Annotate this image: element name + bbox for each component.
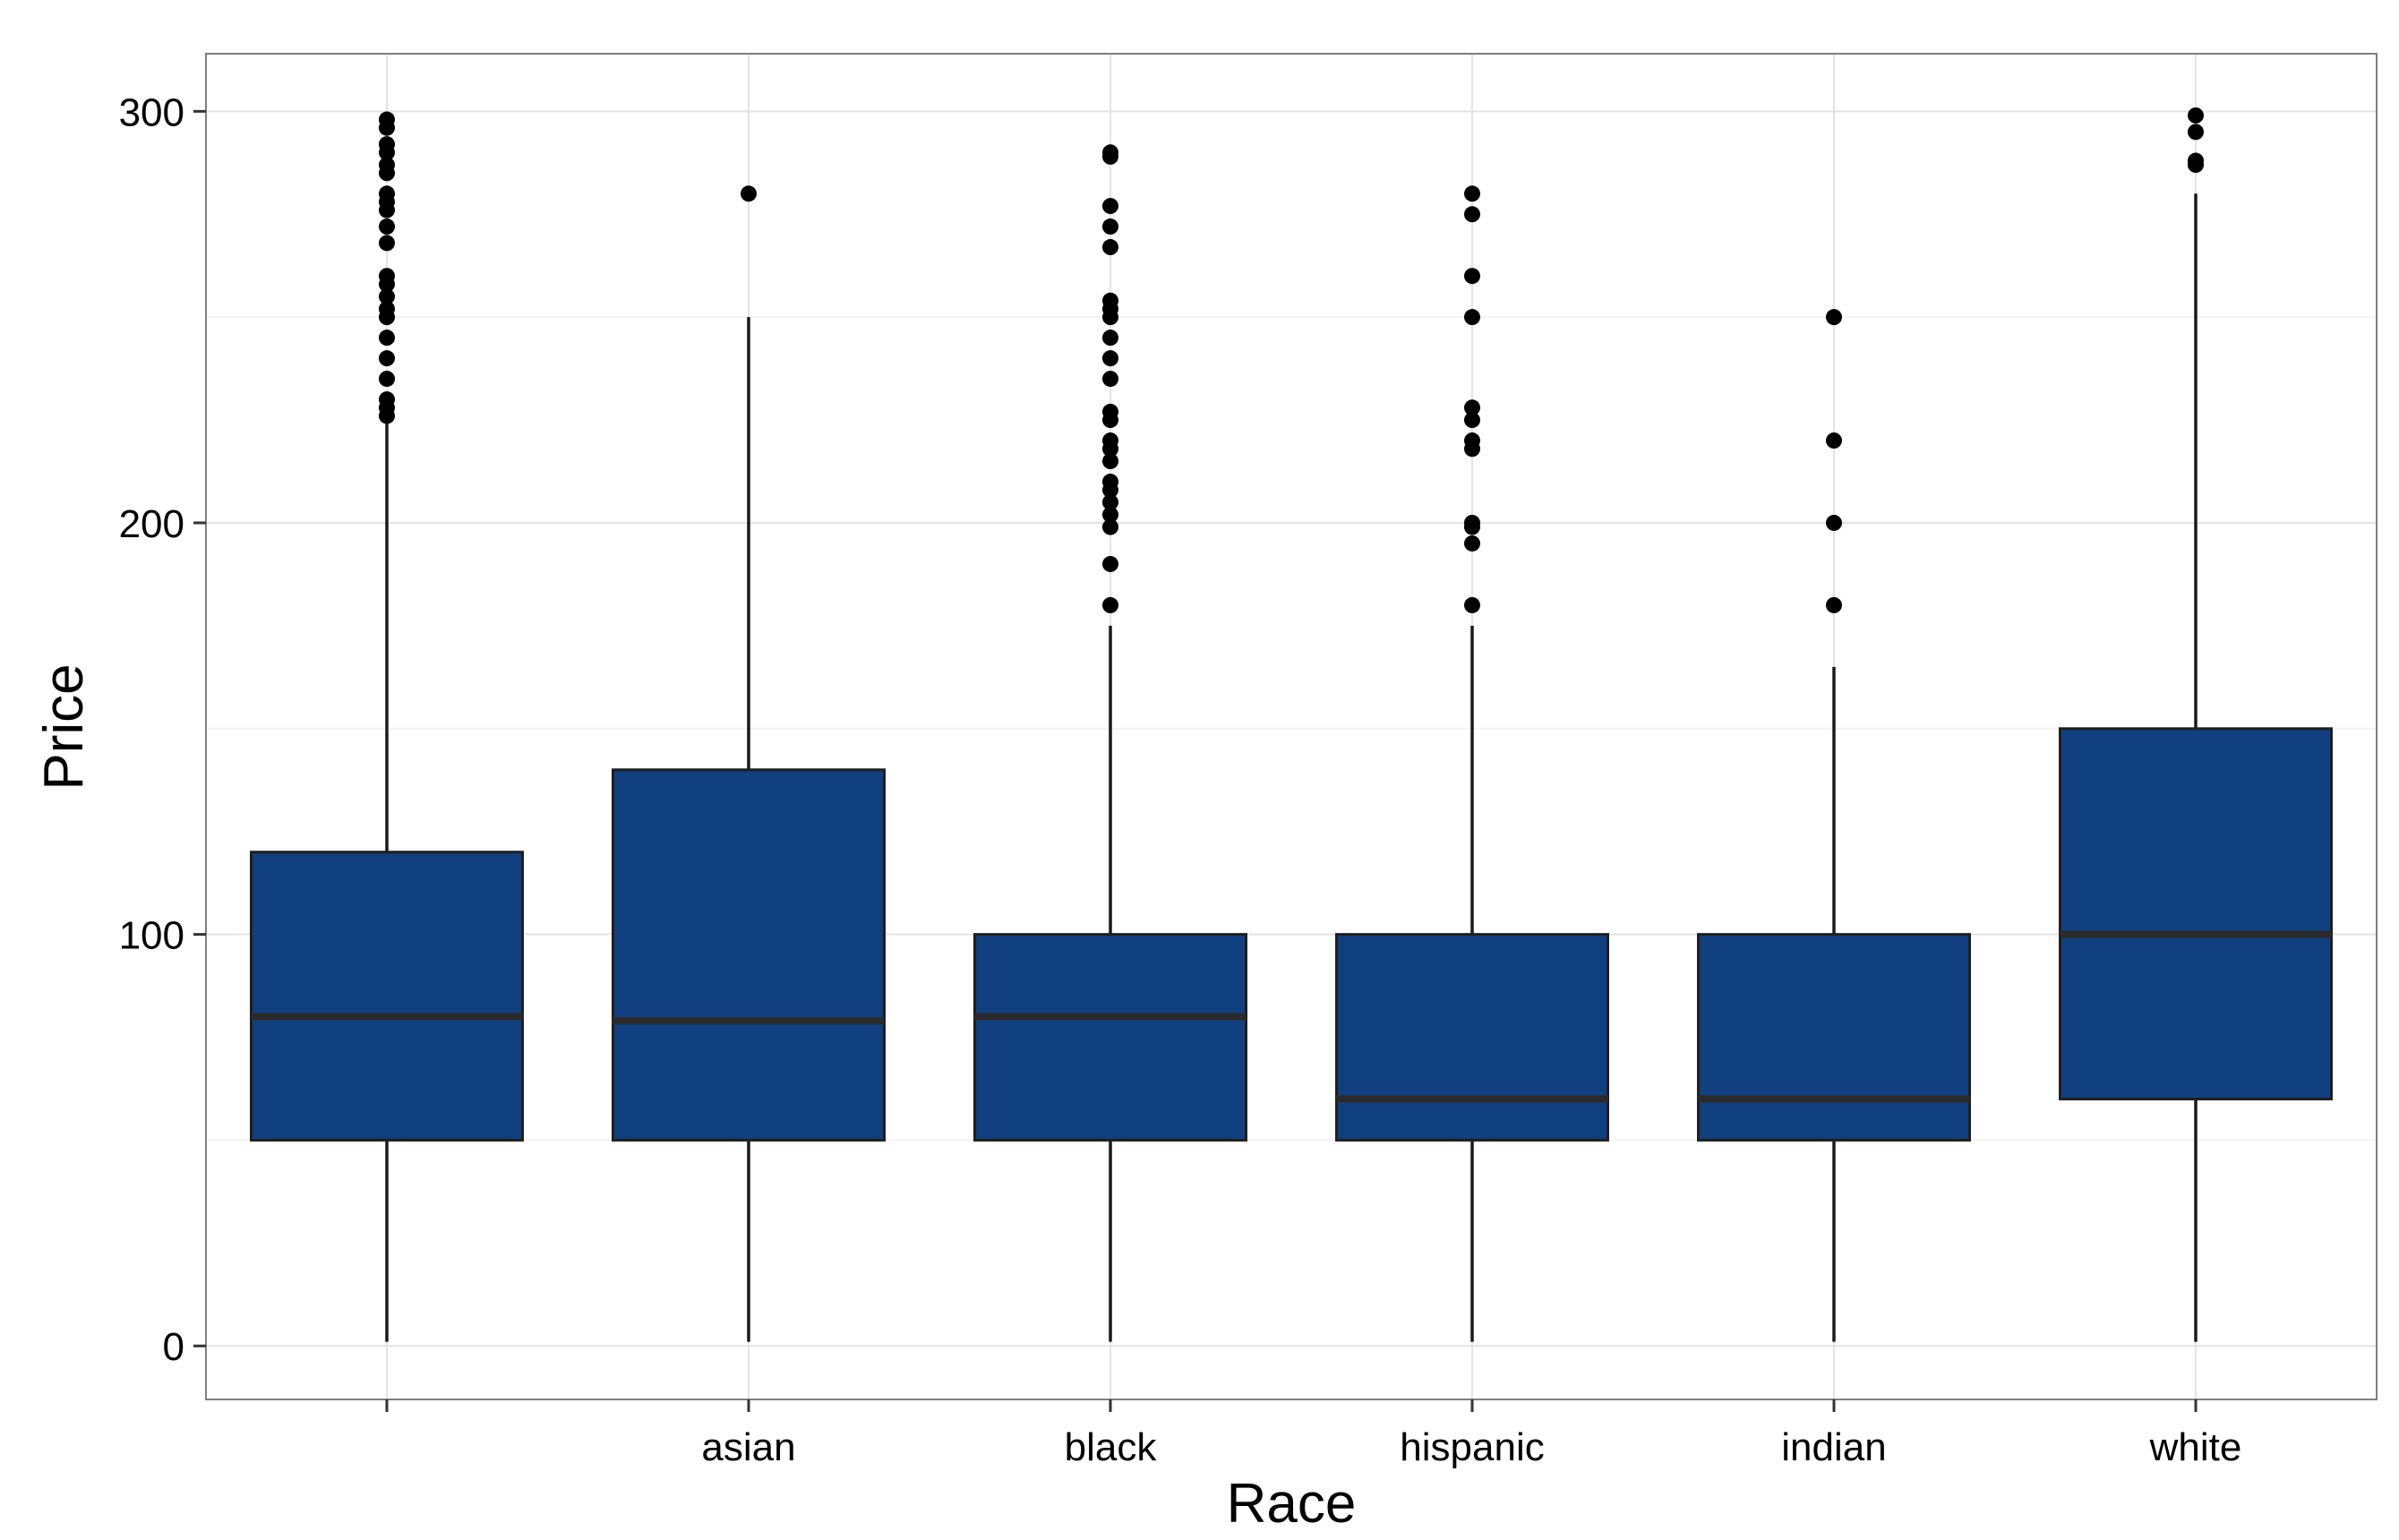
y-tick-label: 100 (119, 914, 184, 958)
outlier-point (1826, 596, 1842, 613)
y-tick-label: 200 (119, 502, 184, 546)
box-series (250, 107, 2333, 1342)
outlier-point (1464, 268, 1480, 285)
outlier-point (379, 218, 395, 235)
outlier-point (1464, 412, 1480, 429)
outlier-point (1826, 514, 1842, 531)
outlier-point (379, 329, 395, 346)
box-body (1335, 933, 1609, 1142)
outlier-point (379, 235, 395, 252)
y-axis: 0 100 200 300 (119, 90, 206, 1369)
box-body (2059, 727, 2333, 1100)
box-group (973, 144, 1247, 1342)
box-body (612, 768, 886, 1142)
outlier-point (741, 185, 757, 202)
outlier-point (1464, 206, 1480, 223)
box-body (1697, 933, 1971, 1142)
panel-border (205, 53, 2378, 1400)
outlier-point (379, 371, 395, 388)
outlier-point (1464, 399, 1480, 416)
x-tick-label: asian (701, 1425, 795, 1469)
outlier-point (379, 309, 395, 326)
box-group (2059, 107, 2333, 1342)
outlier-point (1102, 441, 1118, 458)
outlier-point (1102, 482, 1118, 499)
outlier-point (379, 350, 395, 367)
outlier-point (1102, 596, 1118, 613)
box-group (250, 111, 524, 1342)
outlier-point (1102, 329, 1118, 346)
outlier-point (379, 201, 395, 218)
outlier-point (1102, 518, 1118, 535)
outlier-point (379, 407, 395, 424)
outlier-point (1826, 432, 1842, 449)
outlier-point (379, 144, 395, 161)
outlier-point (1102, 239, 1118, 256)
outlier-point (1102, 453, 1118, 470)
box-group (1697, 309, 1971, 1342)
outlier-point (379, 288, 395, 305)
x-tick-label: indian (1781, 1425, 1886, 1469)
x-axis: asian black hispanic indian white (385, 1399, 2242, 1469)
x-axis-title: Race (1227, 1473, 1357, 1535)
outlier-point (1102, 218, 1118, 235)
box-body (250, 851, 524, 1142)
outlier-point (1102, 412, 1118, 429)
outlier-point (1102, 350, 1118, 367)
outlier-point (1464, 185, 1480, 202)
outlier-point (2188, 124, 2204, 141)
outlier-point (1102, 309, 1118, 326)
outlier-point (1464, 535, 1480, 552)
outlier-point (1464, 309, 1480, 326)
outlier-point (1102, 371, 1118, 388)
box-body (973, 933, 1247, 1142)
outlier-point (1102, 148, 1118, 165)
outlier-point (2188, 157, 2204, 174)
outlier-point (2188, 107, 2204, 124)
outlier-point (1826, 309, 1842, 326)
outlier-point (1102, 198, 1118, 215)
panel-background (206, 54, 2377, 1399)
x-tick-label: black (1065, 1425, 1158, 1469)
box-group (612, 185, 886, 1342)
outlier-point (1102, 555, 1118, 572)
y-tick-label: 300 (119, 90, 184, 134)
y-axis-title: Price (33, 663, 95, 790)
outlier-point (1464, 441, 1480, 458)
outlier-point (379, 119, 395, 136)
outlier-point (379, 165, 395, 182)
outlier-point (1102, 506, 1118, 523)
x-tick-label: white (2149, 1425, 2242, 1469)
x-tick-label: hispanic (1400, 1425, 1544, 1469)
outlier-point (1464, 596, 1480, 613)
outlier-point (379, 276, 395, 293)
box-group (1335, 185, 1609, 1342)
outlier-point (1102, 494, 1118, 510)
outlier-point (1464, 518, 1480, 535)
y-tick-label: 0 (163, 1325, 184, 1369)
